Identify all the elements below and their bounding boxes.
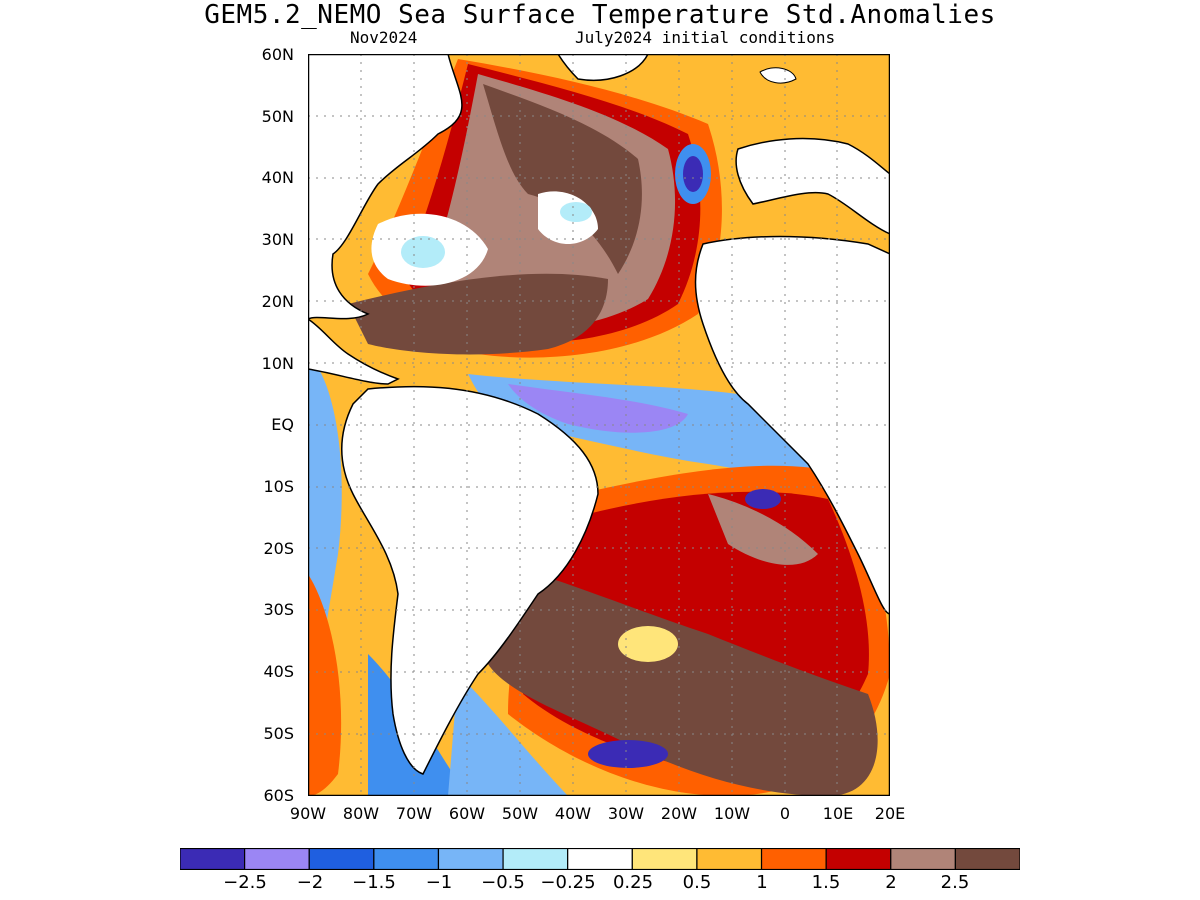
lon-label: 90W [289, 804, 327, 823]
colorbar-label: 1.5 [811, 872, 841, 893]
anomaly-region-cool [560, 202, 592, 222]
anomaly-region-cold [508, 384, 688, 433]
anomaly-region-weak-warm [618, 626, 678, 662]
anomaly-region-extreme-cold [683, 156, 703, 192]
lat-label: 20N [261, 292, 294, 311]
lat-label: 10N [261, 354, 294, 373]
anomaly-region-extreme-warm [483, 84, 642, 274]
map-frame [308, 54, 890, 796]
colorbar-swatch [308, 848, 375, 870]
lon-label: 20W [660, 804, 698, 823]
colorbar-swatch [567, 848, 633, 870]
lat-label: 10S [263, 477, 294, 496]
colorbar-label: −1 [425, 872, 453, 893]
colorbar-label: −0.25 [540, 872, 596, 893]
colorbar-swatch [244, 848, 310, 870]
lon-label: 40W [554, 804, 592, 823]
colorbar-swatch [373, 848, 440, 870]
lat-label: EQ [271, 415, 294, 434]
colorbar-swatch [631, 848, 698, 870]
lat-label: 30N [261, 230, 294, 249]
colorbar-label: −2 [296, 872, 324, 893]
colorbar-label: −1.5 [352, 872, 396, 893]
graticule [308, 54, 890, 796]
colorbar-label: −2.5 [223, 872, 267, 893]
anomaly-region-extreme-cold [745, 489, 781, 509]
lon-label: 50W [501, 804, 539, 823]
colorbar-label: 0.25 [612, 872, 654, 893]
north-america-land [308, 54, 463, 320]
lat-label: 40S [263, 662, 294, 681]
lat-label: 50S [263, 724, 294, 743]
lon-label: 10W [713, 804, 751, 823]
lat-label: 50N [261, 107, 294, 126]
anomaly-region-extreme-cold [588, 740, 668, 768]
lon-label: 10E [822, 804, 854, 823]
lon-label: 70W [395, 804, 433, 823]
sst-anomaly-map [308, 54, 890, 796]
lat-label: 20S [263, 539, 294, 558]
colorbar-swatch [890, 848, 956, 870]
south-america-land [341, 385, 599, 775]
colorbar-swatch [180, 848, 246, 870]
colorbar-swatch [760, 848, 827, 870]
forecast-month-label: Nov2024 [350, 28, 418, 47]
europe-land [735, 137, 890, 235]
iceland-land [759, 67, 797, 84]
africa-land [694, 235, 890, 615]
lon-label: 80W [342, 804, 380, 823]
colorbar-label: 2 [885, 872, 897, 893]
lat-label: 30S [263, 600, 294, 619]
colorbar-swatch [696, 848, 763, 870]
anomaly-region-very-warm [708, 494, 818, 565]
lon-label: 0 [779, 804, 791, 823]
lon-label: 20E [874, 804, 906, 823]
lon-label: 60W [448, 804, 486, 823]
anomaly-region-cool [448, 674, 568, 796]
colorbar-swatch [502, 848, 569, 870]
lat-label: 40N [261, 168, 294, 187]
colorbar [180, 848, 1020, 870]
anomaly-region-warm [308, 574, 342, 796]
greenland-land [557, 54, 649, 81]
colorbar-swatch [954, 848, 1020, 870]
lat-label: 60S [263, 786, 294, 805]
colorbar-label: −0.5 [481, 872, 525, 893]
colorbar-label: 0.5 [682, 872, 712, 893]
central-america-land [308, 318, 400, 385]
map-title: GEM5.2_NEMO Sea Surface Temperature Std.… [204, 0, 996, 30]
colorbar-swatch [825, 848, 892, 870]
anomaly-region-extreme-warm [488, 574, 878, 796]
colorbar-label: 2.5 [940, 872, 970, 893]
colorbar-label: 1 [756, 872, 768, 893]
colorbar-swatch [437, 848, 504, 870]
anomaly-region-extreme-warm [348, 273, 608, 355]
anomaly-region-cool [401, 236, 445, 268]
initial-conditions-label: July2024 initial conditions [575, 28, 836, 47]
lat-label: 60N [261, 45, 294, 64]
lon-label: 30W [607, 804, 645, 823]
